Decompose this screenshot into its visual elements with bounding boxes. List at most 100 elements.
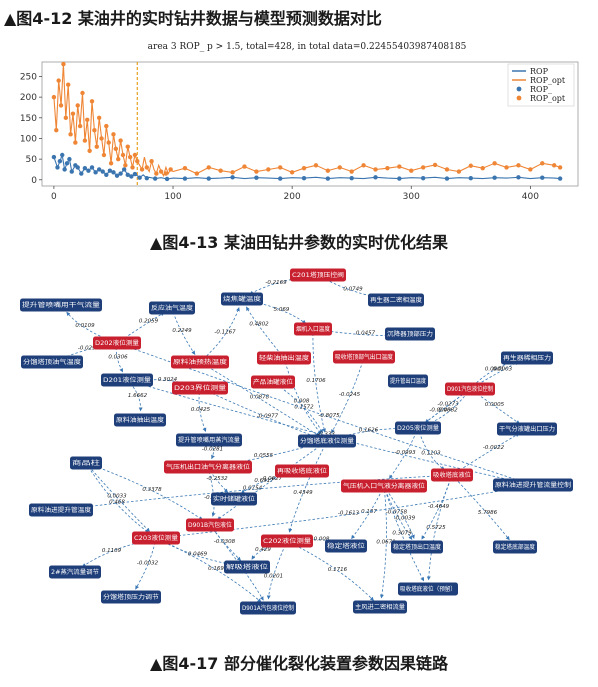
edge-weight-label: -0.0022 <box>483 445 505 451</box>
node-n4: 烧焦罐温度 <box>221 292 263 306</box>
data-point <box>337 165 342 170</box>
node-box <box>391 540 443 554</box>
data-point <box>420 175 426 181</box>
edge-weight-label: 0.1706 <box>306 378 326 384</box>
node-label: 分馏塔底液位测量 <box>300 437 354 445</box>
node-n29: 实时储罐液位 <box>211 492 257 506</box>
node-label: D201液位测量 <box>103 376 151 384</box>
node-label: 沉降器顶部压力 <box>387 330 433 338</box>
node-label: 气压机出口油气分离器液位 <box>166 463 250 471</box>
data-point <box>63 115 69 121</box>
data-point <box>230 170 235 175</box>
edge-weight-label: -0.0273 <box>437 402 459 408</box>
node-n6: D202液位测量 <box>93 336 141 350</box>
data-point <box>87 148 92 154</box>
data-point <box>468 163 473 168</box>
data-point <box>516 175 521 180</box>
edge-weight-label: 0.1572 <box>294 405 314 411</box>
node-box <box>211 492 257 506</box>
node-box <box>29 503 93 517</box>
node-n40: 吸收塔底液位（预留） <box>398 582 458 596</box>
data-point <box>100 169 105 174</box>
figure-caption-4-13: ▲图4-13 某油田钻井参数的实时优化结果 <box>150 233 448 252</box>
y-tick-label: 200 <box>20 93 37 103</box>
x-tick-label: 300 <box>403 192 420 202</box>
data-point <box>51 94 57 100</box>
node-box <box>93 336 141 350</box>
data-point <box>152 176 158 181</box>
node-box <box>493 478 573 492</box>
data-point <box>158 169 164 174</box>
causal-edge <box>207 466 216 517</box>
data-point <box>444 167 450 172</box>
data-point <box>168 167 173 172</box>
edge-weight-label: 0.0754 <box>243 486 263 492</box>
node-label: 吸收塔底液位 <box>433 471 471 479</box>
data-point <box>206 176 211 181</box>
data-point <box>123 163 128 168</box>
node-n17: 提升管出口温度 <box>388 374 428 388</box>
node-n14: D201液位测量 <box>101 373 153 387</box>
data-point <box>113 146 119 151</box>
data-point <box>89 165 95 170</box>
data-point <box>206 165 211 170</box>
causal-edge <box>171 307 196 355</box>
data-point <box>57 159 63 164</box>
causal-edge <box>60 342 118 360</box>
node-label: D901B汽包液位 <box>188 521 232 529</box>
data-point <box>551 163 557 168</box>
data-point <box>373 175 378 180</box>
y-tick-label: 100 <box>20 134 37 144</box>
data-point <box>254 175 259 180</box>
node-n30: 气压机入口气液分离器液位 <box>341 479 427 493</box>
node-box <box>445 382 495 396</box>
data-point <box>301 175 307 181</box>
data-point <box>116 156 121 162</box>
data-point <box>56 78 61 83</box>
data-point <box>504 165 509 170</box>
node-n22: 干气分液罐出口压力 <box>497 422 557 436</box>
data-point <box>89 99 95 104</box>
causal-edge <box>426 474 453 581</box>
node-n35: 稳定塔液位 <box>325 539 367 553</box>
node-n1: C201塔顶压控阀 <box>290 268 346 282</box>
causal-edge <box>312 328 326 433</box>
data-point <box>144 175 150 181</box>
node-n28: 商品柱 <box>70 456 102 470</box>
edge-weight-label: 5.7986 <box>478 510 498 516</box>
node-label: C201塔顶压控阀 <box>292 271 344 279</box>
node-n8: 沉降器顶部压力 <box>385 327 435 341</box>
data-point <box>70 111 76 116</box>
causal-edge <box>286 540 374 601</box>
node-label: 主风进二密相流量 <box>355 603 405 611</box>
node-n37: 稳定塔底部温度 <box>493 540 537 554</box>
data-point <box>75 103 80 108</box>
node-n18: D901汽包液位控制 <box>445 382 495 396</box>
node-box <box>275 464 329 478</box>
node-box <box>49 565 101 579</box>
data-point <box>99 136 104 141</box>
edge-weight-label: -0.0048 <box>429 408 451 414</box>
edge-weight-label: 0.137 <box>361 509 377 515</box>
causal-edge <box>199 361 320 437</box>
data-point <box>85 117 90 123</box>
data-point <box>106 140 111 145</box>
node-box <box>164 460 252 474</box>
edge-weight-label: 0.0749 <box>343 287 363 293</box>
edge-weight-label: 0.3378 <box>142 487 162 493</box>
data-point <box>373 167 378 172</box>
edge-weight-label: 0.2249 <box>172 328 192 334</box>
edge-weight-label: -0.2169 <box>265 280 287 286</box>
node-label: 实时储罐液位 <box>213 495 255 503</box>
edge-weight-label: 0.169 <box>208 566 224 572</box>
series-3 <box>51 61 563 176</box>
data-point <box>79 171 84 176</box>
x-tick-label: 0 <box>51 192 57 202</box>
edge-weight-label: 0.6917 <box>254 478 274 484</box>
legend-label: ROP_ <box>530 85 552 94</box>
node-n16: 产品油罐液位 <box>251 375 295 389</box>
figure-caption-4-12: ▲图4-12 某油井的实时钻井数据与模型预测数据对比 <box>4 9 382 28</box>
data-point <box>492 161 497 166</box>
data-point <box>108 161 114 166</box>
node-label: D202液位测量 <box>95 339 139 347</box>
